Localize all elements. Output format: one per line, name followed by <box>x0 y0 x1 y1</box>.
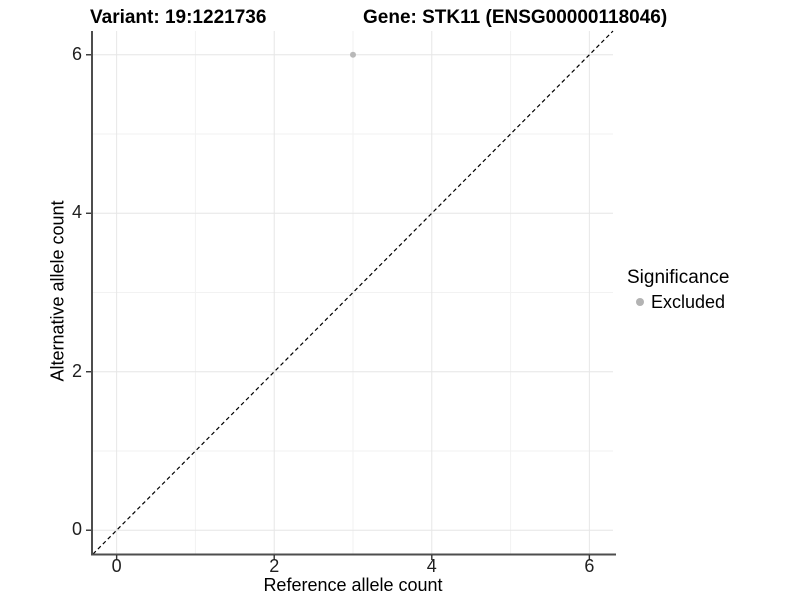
y-axis-tick-label: 4 <box>71 202 82 223</box>
x-axis-tick-label: 0 <box>111 556 122 576</box>
legend-title: Significance <box>627 267 730 288</box>
legend-entry-label: Excluded <box>651 291 726 312</box>
plot-title-variant: Variant: 19:1221736 <box>90 7 267 28</box>
x-axis-tick-label: 4 <box>426 556 437 576</box>
legend-point-icon <box>636 298 644 306</box>
data-point-excluded <box>350 51 356 58</box>
x-axis-title: Reference allele count <box>263 575 443 595</box>
plot-title-gene: Gene: STK11 (ENSG00000118046) <box>363 7 668 28</box>
x-axis-tick-label: 6 <box>584 556 595 576</box>
identity-dashed-line <box>92 30 614 555</box>
legend-entry-excluded: Excluded <box>627 291 729 313</box>
y-axis-tick-label: 6 <box>71 43 82 64</box>
x-axis-tick-label: 2 <box>269 556 280 576</box>
legend: Significance Excluded <box>627 267 729 313</box>
y-axis-tick-label: 0 <box>71 519 82 540</box>
y-axis-tick-label: 2 <box>71 360 82 381</box>
